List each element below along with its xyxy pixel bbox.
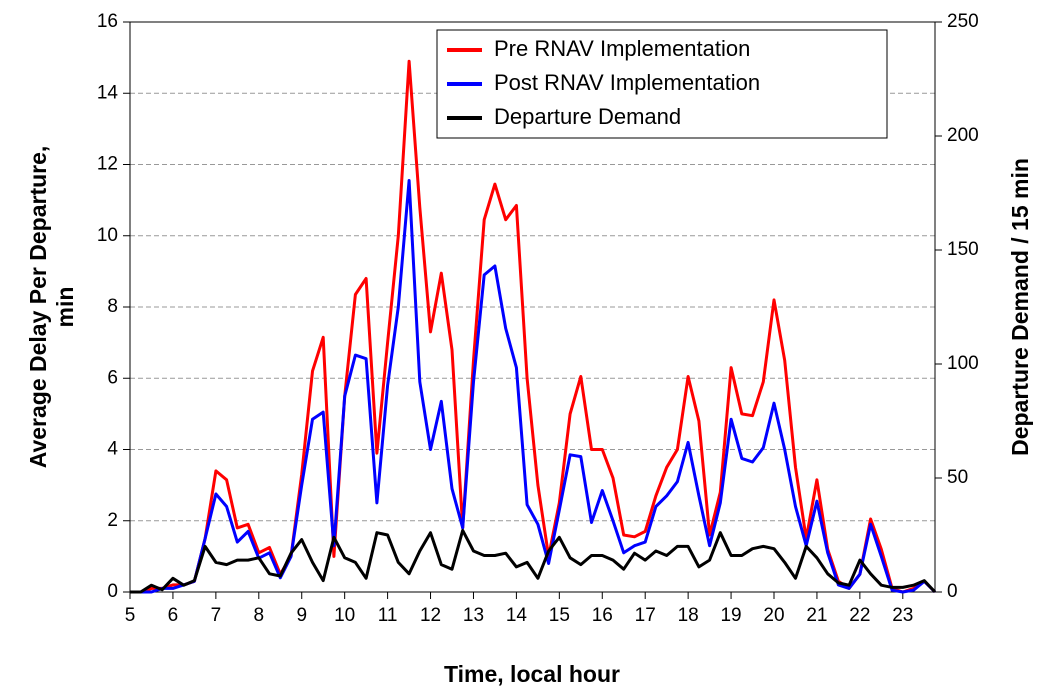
- legend-label: Pre RNAV Implementation: [494, 36, 750, 61]
- x-tick-label: 8: [254, 605, 265, 626]
- x-tick-label: 17: [635, 605, 656, 626]
- x-tick-label: 9: [296, 605, 307, 626]
- y-axis-title: min: [52, 287, 78, 328]
- y-tick-label: 4: [107, 439, 118, 460]
- x-axis-title: Time, local hour: [444, 661, 620, 687]
- x-tick-label: 22: [849, 605, 870, 626]
- y2-tick-label: 200: [947, 125, 979, 146]
- y2-tick-label: 50: [947, 467, 968, 488]
- x-tick-label: 20: [763, 605, 784, 626]
- legend-label: Departure Demand: [494, 104, 681, 129]
- x-tick-label: 19: [720, 605, 741, 626]
- x-tick-label: 13: [463, 605, 484, 626]
- y-tick-label: 14: [97, 82, 119, 103]
- y-tick-label: 0: [107, 581, 118, 602]
- y2-tick-label: 0: [947, 581, 958, 602]
- y2-axis-title: Departure Demand / 15 min: [1007, 158, 1033, 456]
- x-tick-label: 12: [420, 605, 441, 626]
- y-axis-title: Average Delay Per Departure,: [25, 146, 51, 469]
- x-tick-label: 5: [125, 605, 136, 626]
- x-tick-label: 11: [378, 605, 398, 626]
- x-tick-label: 16: [592, 605, 613, 626]
- y-tick-label: 12: [97, 154, 118, 175]
- x-tick-label: 14: [506, 605, 528, 626]
- y-tick-label: 16: [97, 11, 118, 32]
- series-line: [130, 59, 937, 594]
- series-line: [130, 179, 937, 594]
- series-line: [130, 528, 937, 594]
- x-tick-label: 7: [211, 605, 222, 626]
- x-tick-label: 23: [892, 605, 913, 626]
- y2-tick-label: 150: [947, 239, 979, 260]
- x-tick-label: 10: [334, 605, 355, 626]
- x-tick-label: 21: [806, 605, 827, 626]
- y-tick-label: 10: [97, 225, 118, 246]
- x-tick-label: 6: [168, 605, 179, 626]
- x-tick-label: 15: [549, 605, 570, 626]
- y-tick-label: 2: [107, 510, 118, 531]
- legend-box: [436, 29, 888, 139]
- y2-tick-label: 250: [947, 11, 979, 32]
- x-tick-label: 18: [678, 605, 699, 626]
- plot-frame: [129, 21, 936, 593]
- y-tick-label: 6: [107, 367, 118, 388]
- y2-tick-label: 100: [947, 353, 979, 374]
- legend-label: Post RNAV Implementation: [494, 70, 760, 95]
- y-tick-label: 8: [107, 296, 118, 317]
